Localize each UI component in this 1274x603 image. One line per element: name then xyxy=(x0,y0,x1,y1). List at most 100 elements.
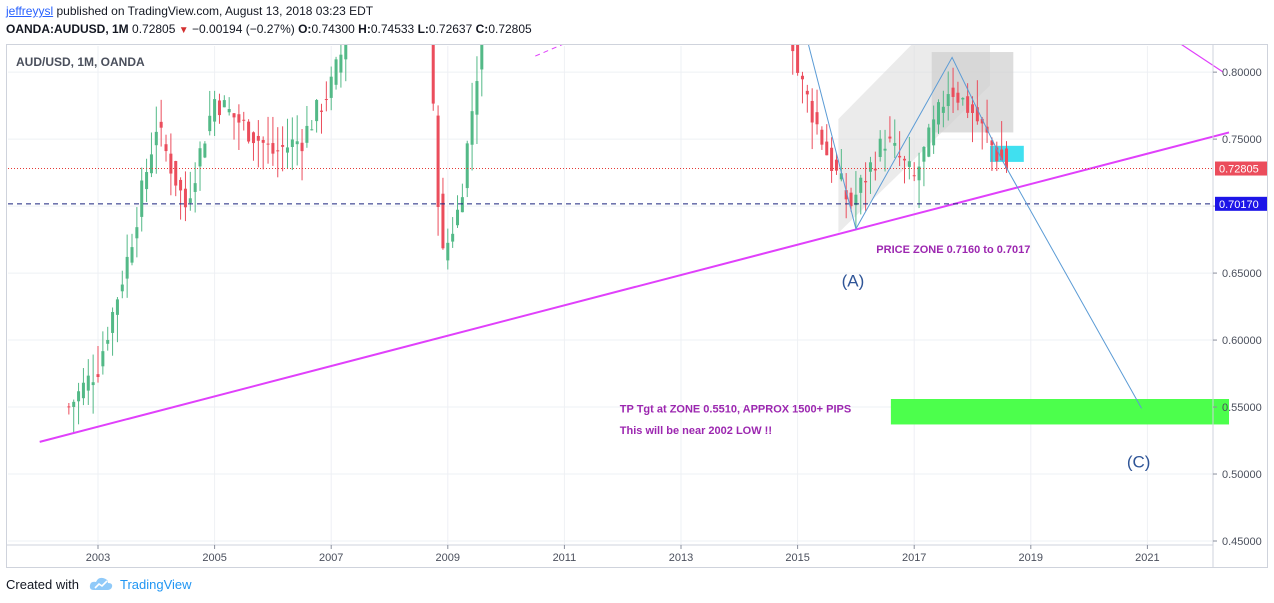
candle-body xyxy=(106,339,110,344)
candle-body xyxy=(237,114,241,123)
candle-body xyxy=(956,92,960,103)
candle-body xyxy=(135,227,139,239)
candle-body xyxy=(878,138,882,157)
symbol-label: OANDA:AUDUSD, 1M xyxy=(6,22,129,36)
candle-body xyxy=(456,209,460,226)
x-tick-label: 2019 xyxy=(1019,552,1043,564)
low-value: 0.72637 xyxy=(428,22,473,36)
candle-body xyxy=(995,147,999,162)
candle-body xyxy=(315,100,319,122)
candle-body xyxy=(927,127,931,157)
elliott-wave-path xyxy=(796,0,1143,409)
candle-body xyxy=(800,75,804,80)
candle-body xyxy=(470,111,474,145)
candle-body xyxy=(81,382,85,399)
candle-body xyxy=(888,136,892,139)
candle-body xyxy=(975,107,979,122)
candle-body xyxy=(261,139,265,143)
y-tick-label: 0.45000 xyxy=(1222,536,1262,548)
candle-body xyxy=(932,119,936,146)
candle-body xyxy=(849,192,853,207)
candle-body xyxy=(290,139,294,147)
candle-body xyxy=(820,129,824,145)
candle-body xyxy=(125,256,129,279)
down-arrow-icon: ▼ xyxy=(178,25,189,36)
candle-body xyxy=(966,96,970,113)
candle-body xyxy=(922,146,926,162)
level-badge-box xyxy=(1215,196,1267,211)
candle-body xyxy=(300,142,304,152)
candle-body xyxy=(936,102,940,125)
author-link[interactable]: jeffreyysl xyxy=(6,4,54,18)
candle-body xyxy=(334,59,338,85)
candle-body xyxy=(111,312,115,333)
candle-body xyxy=(970,104,975,113)
candle-body xyxy=(305,125,309,143)
candle-body xyxy=(830,147,834,171)
open-label: O: xyxy=(298,22,312,36)
candle-body xyxy=(154,131,158,146)
axes-layer: 1.150001.100001.050001.000000.950000.900… xyxy=(7,0,1267,567)
candle-body xyxy=(805,90,809,95)
created-with-text: Created with xyxy=(6,577,79,592)
x-tick-label: 2005 xyxy=(202,552,226,564)
candle-body xyxy=(810,100,814,123)
candle-body xyxy=(285,147,289,153)
high-label: H: xyxy=(358,22,371,36)
candle-body xyxy=(281,145,285,147)
candle-body xyxy=(72,401,76,407)
candle-body xyxy=(980,118,984,124)
y-tick-label: 0.60000 xyxy=(1222,335,1262,347)
candle-body xyxy=(1000,149,1004,161)
candle-body xyxy=(188,198,192,203)
candle-body xyxy=(465,143,469,189)
last-price: 0.72805 xyxy=(132,22,176,36)
tradingview-cloud-icon[interactable] xyxy=(89,577,113,594)
price-zone-note: PRICE ZONE 0.7160 to 0.7017 xyxy=(876,244,1030,256)
candle-body xyxy=(310,129,314,131)
y-tick-label: 0.50000 xyxy=(1222,469,1262,481)
candle-body xyxy=(130,247,134,263)
candle-body xyxy=(232,113,236,118)
candle-body xyxy=(140,180,144,217)
candle-body xyxy=(256,135,260,141)
candle-body xyxy=(203,143,207,158)
y-tick-label: 0.75000 xyxy=(1222,134,1262,146)
ohlc-legend: OANDA:AUDUSD, 1M 0.72805 ▼ −0.00194 (−0.… xyxy=(6,22,532,36)
candle-body xyxy=(213,99,217,122)
grid-layer xyxy=(8,4,1213,545)
candle-body xyxy=(276,150,280,152)
current-price-badge: 0.72805 xyxy=(1219,164,1259,176)
candle-body xyxy=(946,94,950,107)
candle-body xyxy=(169,153,173,174)
candle-body xyxy=(319,110,323,112)
candle-body xyxy=(854,194,858,206)
candle-body xyxy=(451,233,455,242)
candle-body xyxy=(791,5,795,52)
candle-body xyxy=(266,143,270,145)
candle-body xyxy=(164,144,168,152)
level-badge: 0.70170 xyxy=(1219,199,1259,211)
y-tick-label: 0.55000 xyxy=(1222,402,1262,414)
candle-body xyxy=(961,97,965,100)
dashed-trendline xyxy=(535,0,669,57)
candle-body xyxy=(990,140,994,146)
candle-body xyxy=(436,115,440,207)
candle-body xyxy=(859,177,863,193)
candle-body xyxy=(941,106,945,113)
candle-body xyxy=(446,242,450,261)
candle-body xyxy=(217,100,221,116)
candle-body xyxy=(339,54,343,73)
price-change: −0.00194 (−0.27%) xyxy=(192,22,295,36)
lower-trendline xyxy=(39,131,1230,443)
candle-body xyxy=(242,119,246,121)
tradingview-brand[interactable]: TradingView xyxy=(120,577,192,592)
x-tick-label: 2013 xyxy=(669,552,693,564)
candle-body xyxy=(324,99,328,101)
candle-body xyxy=(96,374,100,378)
candle-body xyxy=(344,43,348,60)
candle-body xyxy=(174,161,178,186)
candle-body xyxy=(208,115,212,132)
